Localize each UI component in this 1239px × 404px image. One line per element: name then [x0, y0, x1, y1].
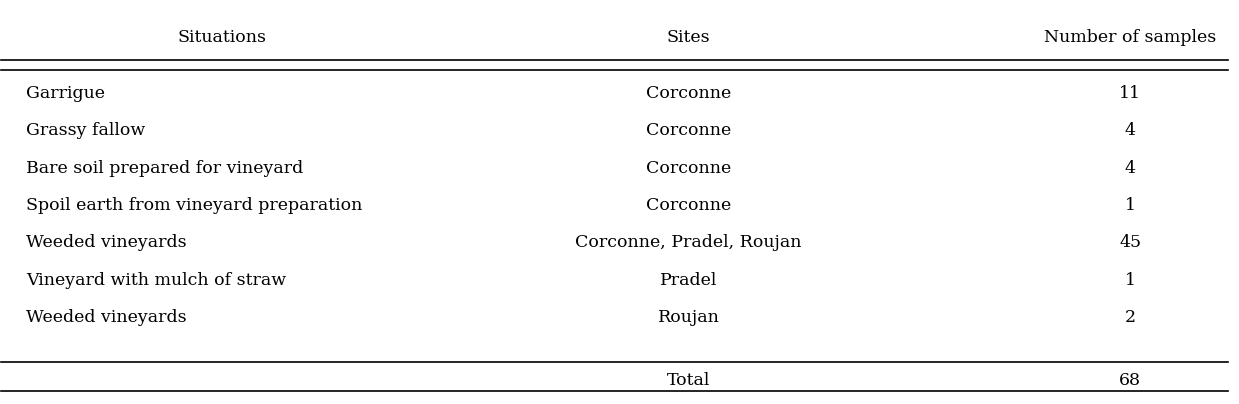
- Text: Corconne: Corconne: [646, 197, 731, 214]
- Text: 68: 68: [1119, 372, 1141, 389]
- Text: Bare soil prepared for vineyard: Bare soil prepared for vineyard: [26, 160, 304, 177]
- Text: Corconne: Corconne: [646, 122, 731, 139]
- Text: Roujan: Roujan: [658, 309, 720, 326]
- Text: Weeded vineyards: Weeded vineyards: [26, 309, 187, 326]
- Text: Total: Total: [667, 372, 710, 389]
- Text: Grassy fallow: Grassy fallow: [26, 122, 145, 139]
- Text: 4: 4: [1125, 160, 1136, 177]
- Text: 2: 2: [1125, 309, 1136, 326]
- Text: Corconne: Corconne: [646, 160, 731, 177]
- Text: 11: 11: [1119, 85, 1141, 102]
- Text: Pradel: Pradel: [660, 272, 717, 289]
- Text: 1: 1: [1125, 272, 1136, 289]
- Text: 45: 45: [1119, 234, 1141, 251]
- Text: Corconne: Corconne: [646, 85, 731, 102]
- Text: Corconne, Pradel, Roujan: Corconne, Pradel, Roujan: [575, 234, 802, 251]
- Text: 1: 1: [1125, 197, 1136, 214]
- Text: 4: 4: [1125, 122, 1136, 139]
- Text: Number of samples: Number of samples: [1044, 29, 1217, 46]
- Text: Garrigue: Garrigue: [26, 85, 105, 102]
- Text: Sites: Sites: [667, 29, 710, 46]
- Text: Vineyard with mulch of straw: Vineyard with mulch of straw: [26, 272, 286, 289]
- Text: Spoil earth from vineyard preparation: Spoil earth from vineyard preparation: [26, 197, 362, 214]
- Text: Situations: Situations: [177, 29, 266, 46]
- Text: Weeded vineyards: Weeded vineyards: [26, 234, 187, 251]
